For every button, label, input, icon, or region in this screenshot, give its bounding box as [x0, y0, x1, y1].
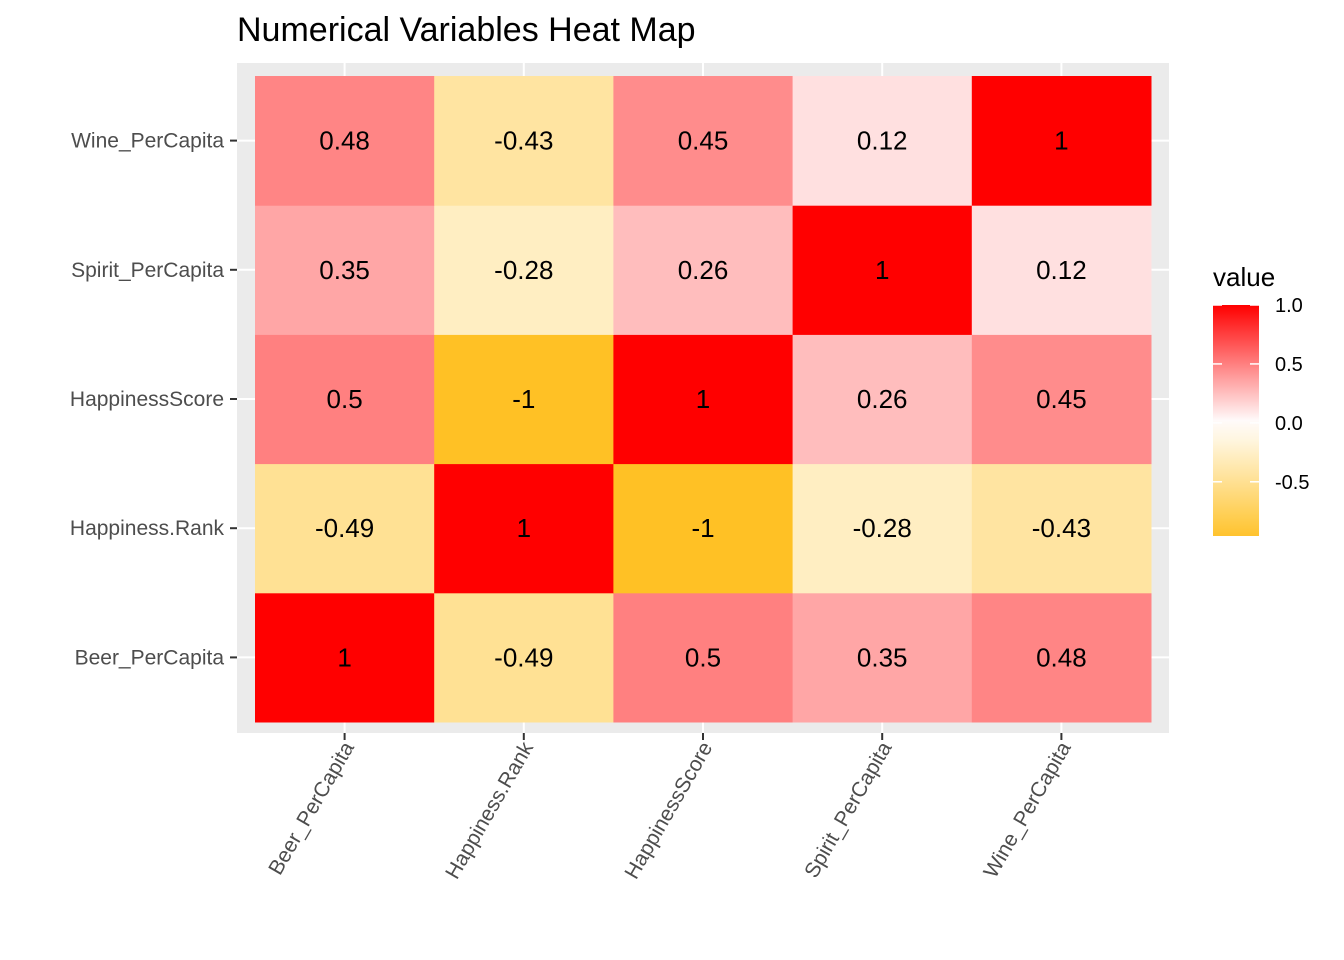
cell-value-label: 1 — [1054, 126, 1068, 156]
y-axis: Beer_PerCapita Happiness.Rank HappinessSco… — [70, 130, 237, 669]
heatmap-cell — [613, 592, 794, 723]
cell-value-label: 0.35 — [857, 642, 908, 672]
heatmap-cell — [792, 76, 973, 206]
legend-tick-label: -0.5 — [1275, 472, 1309, 494]
heatmap-cell — [971, 205, 1152, 335]
y-tick-label: Spirit_PerCapita — [71, 259, 224, 282]
cell-value-label: 0.48 — [1036, 642, 1087, 672]
y-tick-label: Beer_PerCapita — [75, 646, 225, 669]
heatmap-cell — [255, 463, 435, 594]
heatmap-cell — [255, 592, 435, 723]
heatmap-cell — [434, 76, 614, 206]
heatmap-cell — [255, 205, 435, 335]
cell-value-label: 1 — [696, 384, 710, 414]
cell-value-label: 0.12 — [1036, 255, 1087, 285]
cell-value-label: -0.49 — [494, 642, 553, 672]
heatmap-cell — [434, 334, 614, 465]
heatmap-cell — [434, 205, 614, 335]
cell-value-label: 0.45 — [1036, 384, 1087, 414]
heatmap-cells: 1 -0.49 0.5 0.35 0.48 -0.49 1 -1 -0.28 -0.43 0.5 -1… — [255, 76, 1152, 723]
heatmap-cell — [434, 463, 614, 594]
heatmap-cell — [792, 334, 973, 465]
cell-value-label: 1 — [875, 255, 889, 285]
cell-value-label: 0.48 — [319, 126, 370, 156]
cell-value-label: 0.5 — [685, 642, 721, 672]
x-tick-label: Spirit_PerCapita — [800, 738, 897, 882]
heatmap-cell — [792, 205, 973, 335]
heatmap-cell — [434, 592, 614, 723]
cell-value-label: -0.28 — [853, 513, 912, 543]
legend-title: value — [1213, 262, 1275, 292]
cell-value-label: 0.5 — [327, 384, 363, 414]
cell-value-label: 0.12 — [857, 126, 908, 156]
cell-value-label: -0.43 — [1032, 513, 1091, 543]
cell-value-label: -0.28 — [494, 255, 553, 285]
y-tick-label: Happiness.Rank — [70, 517, 225, 540]
x-tick-label: Beer_PerCapita — [264, 738, 359, 879]
heatmap-cell — [971, 592, 1152, 723]
legend-color-bar — [1213, 305, 1259, 536]
heatmap-cell — [971, 334, 1152, 465]
heatmap-cell — [792, 463, 973, 594]
heatmap-cell — [971, 463, 1152, 594]
heatmap-cell — [255, 76, 435, 206]
legend-tick-label: 0.5 — [1275, 354, 1303, 376]
legend-tick-label: 1.0 — [1275, 295, 1303, 317]
x-tick-label: HappinessScore — [620, 738, 717, 883]
heatmap-cell — [613, 76, 794, 206]
legend-tick-label: 0.0 — [1275, 413, 1303, 435]
y-tick-label: Wine_PerCapita — [71, 130, 224, 153]
heatmap-cell — [792, 592, 973, 723]
cell-value-label: 0.26 — [857, 384, 908, 414]
heatmap-cell — [613, 463, 794, 594]
chart-title: Numerical Variables Heat Map — [237, 11, 696, 49]
cell-value-label: 0.35 — [319, 255, 370, 285]
x-tick-label: Wine_PerCapita — [979, 738, 1076, 882]
x-axis: Beer_PerCapita Happiness.Rank HappinessSco… — [264, 733, 1076, 883]
heatmap-cell — [971, 76, 1152, 206]
cell-value-label: 1 — [337, 642, 351, 672]
cell-value-label: -0.49 — [315, 513, 374, 543]
cell-value-label: 0.45 — [678, 126, 729, 156]
cell-value-label: -1 — [512, 384, 535, 414]
heatmap-cell — [613, 334, 794, 465]
heatmap-cell — [255, 334, 435, 465]
color-legend: value 1.0 0.5 0.0 -0.5 — [1213, 262, 1309, 536]
cell-value-label: 1 — [517, 513, 531, 543]
cell-value-label: -0.43 — [494, 126, 553, 156]
x-tick-label: Happiness.Rank — [441, 738, 538, 883]
heatmap-cell — [613, 205, 794, 335]
cell-value-label: -1 — [691, 513, 714, 543]
cell-value-label: 0.26 — [678, 255, 729, 285]
y-tick-label: HappinessScore — [70, 388, 224, 411]
